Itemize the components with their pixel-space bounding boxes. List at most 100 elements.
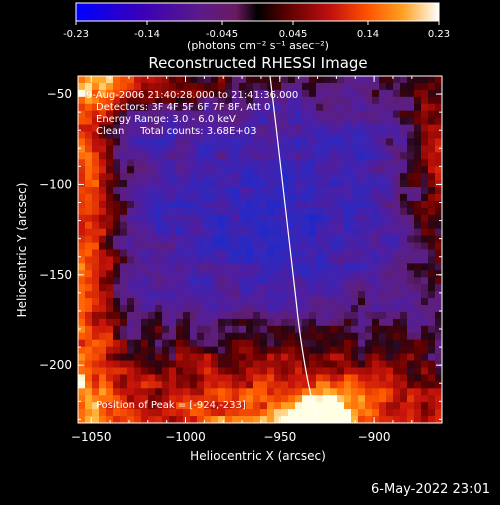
heatmap-cell bbox=[99, 173, 107, 181]
heatmap-cell bbox=[176, 388, 184, 396]
heatmap-cell bbox=[197, 402, 205, 410]
heatmap-cell bbox=[267, 207, 275, 216]
heatmap-cell bbox=[309, 416, 317, 423]
heatmap-cell bbox=[351, 173, 359, 181]
heatmap-cell bbox=[379, 249, 387, 258]
heatmap-cell bbox=[414, 207, 422, 216]
heatmap-cell bbox=[155, 138, 163, 146]
heatmap-cell bbox=[351, 193, 359, 202]
heatmap-cell bbox=[309, 249, 317, 258]
heatmap-cell bbox=[197, 187, 205, 195]
heatmap-cell bbox=[393, 117, 401, 126]
heatmap-cell bbox=[400, 388, 408, 396]
heatmap-cell bbox=[309, 221, 317, 230]
heatmap-cell bbox=[127, 242, 135, 251]
heatmap-cell bbox=[421, 249, 429, 258]
heatmap-cell bbox=[92, 242, 100, 251]
heatmap-cell bbox=[407, 298, 415, 306]
heatmap-cell bbox=[246, 374, 254, 382]
heatmap-cell bbox=[78, 277, 86, 285]
heatmap-cell bbox=[169, 367, 177, 376]
heatmap-cell bbox=[99, 207, 107, 216]
heatmap-cell bbox=[414, 200, 422, 209]
heatmap-cell bbox=[169, 318, 177, 327]
heatmap-cell bbox=[78, 270, 86, 278]
heatmap-cell bbox=[239, 131, 247, 140]
heatmap-cell bbox=[372, 110, 380, 119]
heatmap-cell bbox=[351, 200, 359, 209]
heatmap-cell bbox=[358, 311, 366, 320]
heatmap-cell bbox=[428, 187, 436, 195]
heatmap-cell bbox=[407, 138, 415, 146]
heatmap-cell bbox=[197, 284, 205, 292]
heatmap-cell bbox=[407, 193, 415, 202]
heatmap-cell bbox=[421, 214, 429, 223]
heatmap-cell bbox=[365, 152, 373, 160]
heatmap-cell bbox=[246, 318, 254, 327]
heatmap-cell bbox=[365, 166, 373, 174]
heatmap-cell bbox=[323, 187, 331, 195]
heatmap-cell bbox=[169, 193, 177, 202]
heatmap-cell bbox=[232, 207, 240, 216]
heatmap-cell bbox=[316, 187, 324, 195]
heatmap-cell bbox=[267, 96, 275, 105]
heatmap-cell bbox=[99, 242, 107, 251]
heatmap-cell bbox=[113, 173, 121, 181]
heatmap-cell bbox=[274, 332, 282, 341]
heatmap-cell bbox=[134, 159, 142, 167]
heatmap-cell bbox=[99, 180, 107, 188]
heatmap-cell bbox=[253, 325, 261, 334]
heatmap-cell bbox=[407, 235, 415, 244]
heatmap-cell bbox=[414, 353, 422, 362]
heatmap-cell bbox=[253, 152, 261, 160]
heatmap-cell bbox=[309, 117, 317, 126]
heatmap-cell bbox=[239, 187, 247, 195]
heatmap-cell bbox=[78, 402, 86, 410]
heatmap-cell bbox=[358, 374, 366, 382]
heatmap-cell bbox=[155, 409, 163, 417]
heatmap-cell bbox=[309, 193, 317, 202]
heatmap-cell bbox=[253, 193, 261, 202]
heatmap-cell bbox=[120, 228, 128, 237]
heatmap-cell bbox=[197, 145, 205, 153]
heatmap-cell bbox=[190, 270, 198, 278]
heatmap-cell bbox=[218, 180, 226, 188]
heatmap-cell bbox=[141, 395, 149, 403]
heatmap-cell bbox=[246, 110, 254, 119]
heatmap-cell bbox=[176, 159, 184, 167]
heatmap-cell bbox=[295, 131, 303, 140]
heatmap-cell bbox=[316, 311, 324, 320]
heatmap-cell bbox=[162, 381, 170, 389]
heatmap-cell bbox=[141, 249, 149, 258]
heatmap-cell bbox=[260, 298, 268, 306]
heatmap-cell bbox=[211, 360, 219, 369]
heatmap-cell bbox=[281, 409, 289, 417]
heatmap-cell bbox=[428, 207, 436, 216]
heatmap-cell bbox=[253, 159, 261, 167]
heatmap-cell bbox=[106, 339, 114, 348]
heatmap-cell bbox=[225, 305, 233, 313]
heatmap-cell bbox=[218, 76, 226, 84]
heatmap-cell bbox=[155, 291, 163, 299]
heatmap-cell bbox=[85, 263, 93, 271]
heatmap-cell bbox=[393, 200, 401, 209]
heatmap-cell bbox=[253, 339, 261, 348]
heatmap-cell bbox=[414, 117, 422, 126]
heatmap-cell bbox=[302, 124, 310, 133]
heatmap-cell bbox=[225, 159, 233, 167]
heatmap-cell bbox=[365, 339, 373, 348]
heatmap-cell bbox=[155, 166, 163, 174]
heatmap-cell bbox=[274, 346, 282, 355]
heatmap-cell bbox=[99, 346, 107, 355]
heatmap-cell bbox=[323, 263, 331, 271]
heatmap-cell bbox=[274, 339, 282, 348]
heatmap-cell bbox=[225, 166, 233, 174]
heatmap-cell bbox=[288, 193, 296, 202]
heatmap-cell bbox=[225, 103, 233, 112]
heatmap-cell bbox=[295, 117, 303, 126]
heatmap-cell bbox=[162, 305, 170, 313]
heatmap-cell bbox=[141, 416, 149, 423]
heatmap-cell bbox=[421, 332, 429, 341]
heatmap-cell bbox=[379, 166, 387, 174]
heatmap-cell bbox=[351, 103, 359, 112]
